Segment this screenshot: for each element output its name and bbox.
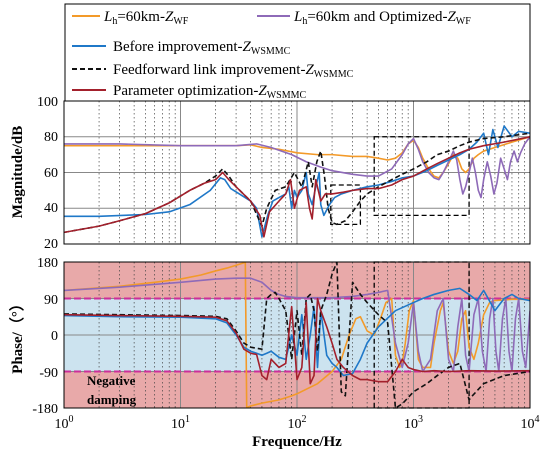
legend-label-before: Before improvement-ZWSMMC (113, 39, 291, 57)
legend-label-lh-wf: Lh=60km-ZWF (103, 9, 189, 27)
xtick-label-1e0: 100 (55, 414, 74, 432)
magnitude-panel: 20 40 60 80 100 Magnitude/dB (10, 95, 531, 252)
phase-frame (63, 261, 531, 409)
negative-damping-annotation-line1: Negative (87, 373, 136, 388)
legend-frame (64, 3, 531, 102)
magnitude-frame (63, 100, 531, 245)
magnitude-grid (64, 101, 530, 244)
xtick-label-1e2: 102 (288, 414, 307, 432)
negative-damping-annotation-line2: damping (87, 392, 137, 407)
mag-ytick-label: 20 (44, 237, 58, 252)
legend-label-feedforward: Feedforward link improvement-ZWSMMC (113, 62, 354, 80)
phase-series-feedforward (64, 262, 530, 408)
magnitude-axis-label: Magnitude/dB (10, 126, 26, 219)
phase-ytick-label: -180 (32, 402, 58, 417)
legend-label-param-opt: Parameter optimization-ZWSMMC (113, 83, 307, 101)
legend: Lh=60km-ZWF Lh=60km and Optimized-ZWF Be… (64, 3, 531, 102)
phase-ytick-label: 180 (37, 256, 58, 271)
magnitude-series-feedforward (64, 132, 530, 234)
legend-label-lh-opt-wf: Lh=60km and Optimized-ZWF (293, 9, 471, 27)
mag-ytick-label: 60 (44, 166, 58, 181)
mag-ytick-label: 40 (44, 201, 58, 216)
phase-axis-label: Phase/（°） (8, 296, 26, 374)
magnitude-series-before (64, 125, 530, 238)
magnitude-series-param-opt (64, 135, 530, 238)
xtick-label-1e4: 104 (521, 414, 540, 432)
phase-ytick-label: 90 (44, 293, 58, 308)
xtick-label-1e3: 103 (404, 414, 423, 432)
phase-ytick-label: -90 (39, 366, 58, 381)
phase-ytick-label: 0 (51, 329, 58, 344)
frequency-axis-label: Frequence/Hz (252, 434, 342, 450)
phase-series-before (64, 287, 530, 377)
xtick-label-1e1: 101 (171, 414, 190, 432)
phase-series-param-opt (64, 297, 530, 385)
magnitude-series (64, 125, 530, 238)
annotation-box (330, 184, 362, 225)
phase-series (64, 262, 530, 408)
mag-ytick-label: 80 (44, 130, 58, 145)
phase-series-lh-wf (64, 262, 530, 408)
mag-ytick-label: 100 (37, 95, 58, 110)
phase-series-lh-opt-wf (64, 277, 530, 373)
phase-panel: Negative damping -180 -90 0 90 180 Phase… (8, 256, 540, 450)
